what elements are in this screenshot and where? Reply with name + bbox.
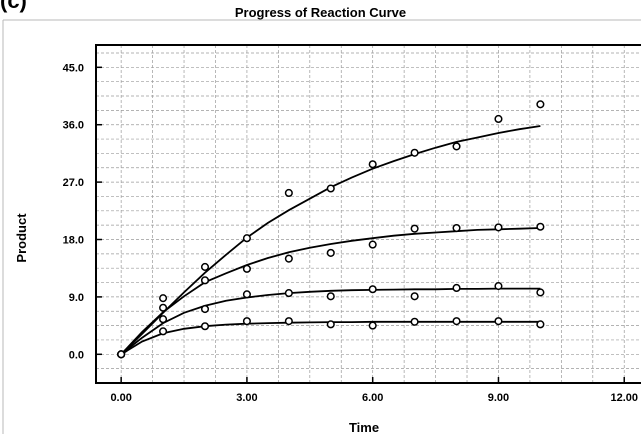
data-point bbox=[452, 142, 461, 151]
tick-layer bbox=[96, 66, 625, 383]
data-point bbox=[200, 262, 210, 271]
data-point bbox=[326, 320, 335, 329]
data-point bbox=[452, 317, 461, 326]
y-tick-label: 45.0 bbox=[63, 62, 84, 74]
plot-border bbox=[95, 44, 641, 384]
data-point bbox=[368, 321, 377, 330]
data-point bbox=[494, 282, 503, 291]
x-tick-label: 12.00 bbox=[610, 392, 638, 404]
data-point bbox=[242, 264, 251, 273]
data-point bbox=[200, 276, 210, 285]
point-layer bbox=[117, 100, 545, 359]
fit-curve-line bbox=[120, 227, 541, 355]
data-point bbox=[410, 148, 419, 157]
data-point bbox=[284, 254, 293, 263]
data-point bbox=[536, 100, 545, 109]
fit-curve-line bbox=[120, 287, 541, 356]
x-tick-label: 9.00 bbox=[488, 392, 509, 404]
y-tick-label: 9.0 bbox=[69, 292, 84, 304]
data-point bbox=[159, 303, 168, 312]
x-tick-label: 6.00 bbox=[362, 392, 383, 404]
data-point bbox=[368, 160, 377, 169]
data-point bbox=[159, 327, 168, 336]
data-point bbox=[326, 292, 335, 301]
panel-label: (c) bbox=[0, 0, 27, 13]
data-point bbox=[368, 285, 377, 294]
y-tick-label: 18.0 bbox=[63, 235, 84, 247]
data-point bbox=[117, 350, 126, 359]
data-point bbox=[452, 283, 461, 293]
x-tick-label: 0.00 bbox=[110, 392, 131, 404]
data-point bbox=[410, 292, 419, 301]
data-point bbox=[494, 317, 503, 326]
data-point bbox=[326, 248, 335, 257]
data-point bbox=[242, 317, 251, 326]
data-point bbox=[410, 224, 419, 233]
data-point bbox=[368, 240, 377, 249]
data-point bbox=[159, 315, 168, 324]
data-point bbox=[536, 288, 545, 297]
data-point bbox=[536, 222, 545, 231]
data-point bbox=[200, 322, 210, 331]
data-point bbox=[326, 184, 335, 193]
grid-layer bbox=[96, 45, 641, 383]
y-tick-label: 36.0 bbox=[63, 120, 84, 132]
data-point bbox=[242, 290, 251, 299]
y-tick-label: 27.0 bbox=[63, 177, 84, 189]
data-point bbox=[159, 294, 168, 303]
data-point bbox=[452, 223, 461, 233]
y-axis-label: Product bbox=[14, 213, 29, 263]
y-tick-label: 0.0 bbox=[69, 349, 84, 361]
chart-title: Progress of Reaction Curve bbox=[234, 5, 407, 20]
data-point bbox=[242, 234, 251, 243]
data-point bbox=[410, 317, 419, 326]
data-point bbox=[494, 114, 503, 124]
x-tick-label: 3.00 bbox=[236, 392, 257, 404]
x-axis-label: Time bbox=[349, 420, 379, 434]
data-point bbox=[284, 289, 293, 298]
data-point bbox=[536, 320, 545, 329]
data-point bbox=[494, 223, 503, 232]
label-layer: 0.00 3.00 6.00 9.00 12.00 0.0 9.0 18.0 27.0 36.0 4… bbox=[63, 62, 638, 404]
data-point bbox=[284, 317, 293, 326]
data-point bbox=[284, 188, 293, 198]
data-point bbox=[200, 304, 210, 314]
